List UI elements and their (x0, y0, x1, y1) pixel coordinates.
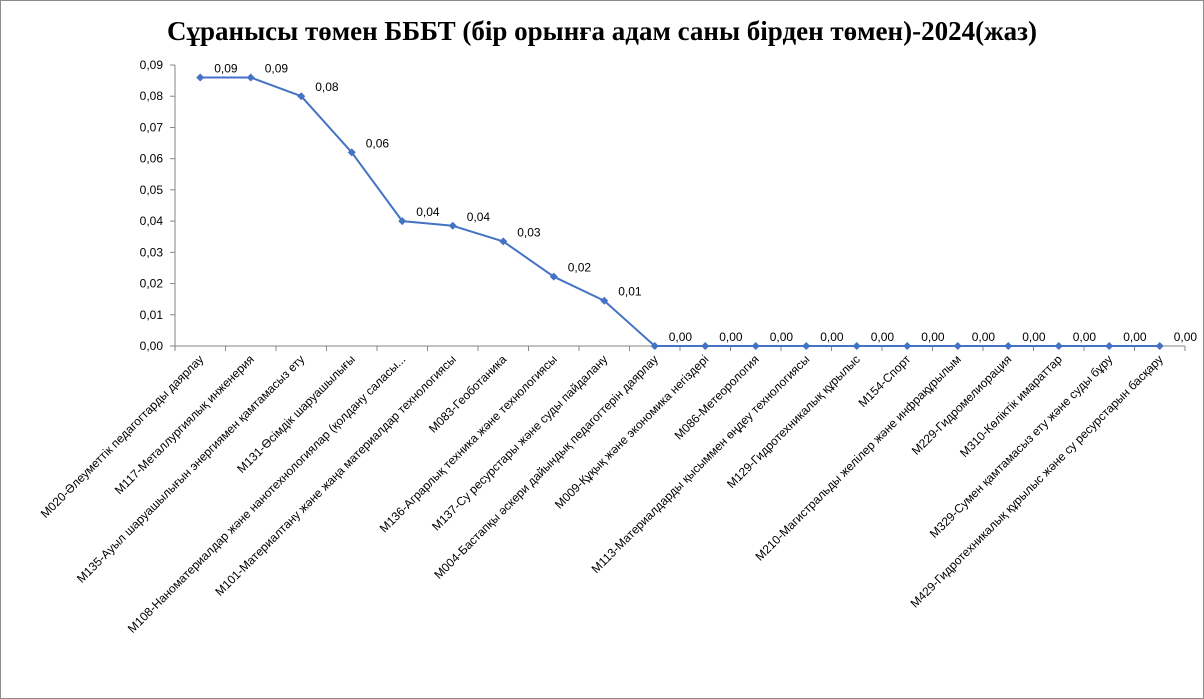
y-tick-label: 0,03 (140, 245, 164, 259)
y-tick-label: 0,08 (140, 89, 164, 103)
data-point-marker (499, 237, 508, 246)
data-label: 0,00 (770, 330, 794, 344)
series-line (200, 76, 1160, 347)
data-label: 0,01 (618, 285, 642, 299)
data-label: 0,00 (669, 330, 693, 344)
y-tick-label: 0,04 (140, 214, 164, 228)
data-label: 0,04 (467, 210, 491, 224)
data-point-marker (196, 73, 205, 82)
chart-title: Сұранысы төмен БББТ (бір орынға адам сан… (167, 16, 1037, 46)
data-label: 0,08 (315, 80, 339, 94)
data-point-marker (1004, 342, 1013, 350)
data-point-marker (953, 342, 962, 350)
x-axis-tick-labels: M020-Әлеуметтік педагогтарды даярлауM117… (38, 352, 1166, 636)
data-label: 0,02 (568, 261, 592, 275)
data-point-marker (549, 272, 558, 281)
y-tick-label: 0,05 (140, 183, 164, 197)
data-label: 0,06 (366, 136, 390, 150)
x-tick-label: M429-Гидротехникалық құрылыс және су рес… (908, 352, 1166, 610)
data-point-marker (701, 342, 710, 350)
data-label: 0,00 (719, 330, 743, 344)
x-tick-label: M136-Аграрлық техника және технологиясы (377, 352, 560, 535)
data-label: 0,04 (416, 205, 440, 219)
data-label: 0,00 (972, 330, 996, 344)
data-label: 0,00 (820, 330, 844, 344)
x-tick-label: M101-Материалтану және жаңа материалдар … (212, 352, 458, 598)
data-point-marker (600, 296, 609, 305)
data-label: 0,00 (1123, 330, 1147, 344)
data-label: 0,03 (517, 225, 541, 239)
data-point-marker (650, 342, 659, 350)
series-markers (196, 73, 1164, 350)
data-point-marker (852, 342, 861, 350)
data-point-marker (903, 342, 912, 350)
y-tick-label: 0,01 (140, 308, 164, 322)
x-tick-label: M329-Сумен қамтамасыз ету және суды бұру (927, 352, 1115, 540)
y-tick-label: 0,09 (140, 58, 164, 72)
data-point-marker (1155, 342, 1164, 350)
data-point-marker (751, 342, 760, 350)
data-point-marker (802, 342, 811, 350)
y-axis-tick-labels: 0,00 0,01 0,02 0,03 0,04 0,05 0,06 0,07 0,08 0,09 (140, 58, 164, 353)
data-label: 0,00 (921, 330, 945, 344)
x-tick-label: M310-Көліктік имараттар (957, 352, 1065, 460)
data-point-marker (297, 92, 306, 101)
data-point-marker (398, 217, 407, 226)
y-tick-label: 0,00 (140, 339, 164, 353)
data-label: 0,00 (1073, 330, 1097, 344)
x-tick-label: M086-Метеорология (672, 352, 762, 442)
axes (170, 64, 1186, 351)
data-label: 0,00 (871, 330, 895, 344)
y-tick-label: 0,02 (140, 277, 164, 291)
y-tick-label: 0,06 (140, 152, 164, 166)
x-tick-label: M137-Су ресурстары және суды пайдалану (429, 352, 610, 533)
data-label: 0,00 (1174, 330, 1198, 344)
data-label: 0,00 (1022, 330, 1046, 344)
data-point-marker (1105, 342, 1114, 350)
x-tick-label: M135-Ауыл шаруашылығын энергиямен қамтам… (74, 352, 307, 585)
series-line-group (200, 76, 1160, 347)
y-tick-label: 0,07 (140, 120, 164, 134)
data-point-marker (448, 221, 457, 230)
data-labels: 0,09 0,09 0,08 0,06 0,04 0,04 0,03 0,02 0,01 0,00… (214, 61, 1197, 344)
data-label: 0,09 (265, 61, 289, 75)
data-point-marker (246, 73, 255, 82)
data-point-marker (347, 148, 356, 157)
data-point-marker (1054, 342, 1063, 350)
x-tick-label: M229-Гидромелиорация (909, 352, 1015, 458)
data-label: 0,09 (214, 61, 238, 75)
